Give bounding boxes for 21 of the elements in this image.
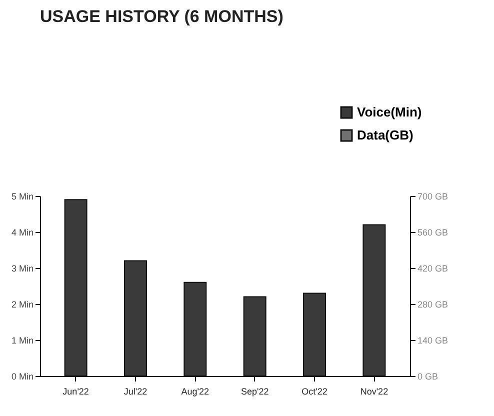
x-tick-label: Jul'22 [124, 386, 148, 396]
y2-tick-label: 280 GB [418, 300, 448, 310]
legend-label: Data(GB) [357, 128, 414, 142]
x-tick-label: Jun'22 [62, 386, 89, 396]
x-tick-label: Nov'22 [360, 386, 388, 396]
y-tick-label: 0 Min [11, 372, 34, 382]
y2-tick-label: 700 GB [418, 192, 448, 202]
y2-tick-label: 560 GB [418, 228, 448, 238]
y2-tick-label: 140 GB [418, 336, 448, 346]
x-tick-label: Sep'22 [240, 386, 269, 396]
legend-label: Voice(Min) [357, 104, 422, 120]
x-tick-label: Aug'22 [181, 386, 210, 396]
x-tick-label: Oct'22 [302, 386, 328, 396]
y-tick-label: 2 Min [11, 300, 34, 310]
y-tick-label: 1 Min [11, 336, 34, 346]
y2-tick-label: 0 GB [418, 372, 438, 382]
chart-title: USAGE HISTORY (6 MONTHS) [40, 7, 284, 26]
y2-tick-label: 420 GB [418, 264, 448, 274]
y-tick-label: 3 Min [11, 264, 34, 274]
y-tick-label: 5 Min [11, 192, 34, 202]
y-tick-label: 4 Min [11, 228, 34, 238]
